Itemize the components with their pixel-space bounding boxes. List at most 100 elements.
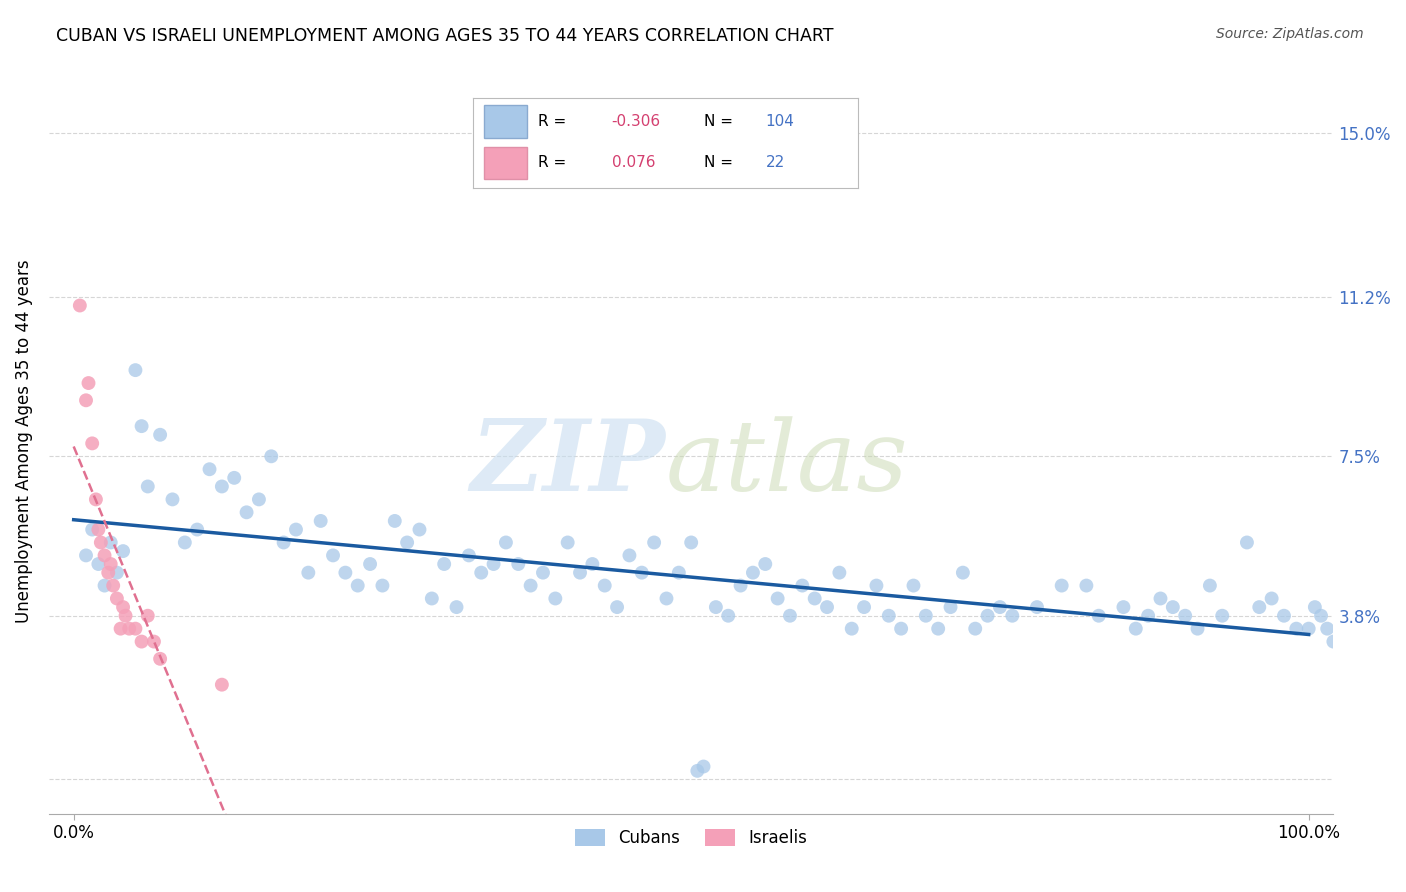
Point xyxy=(69,298,91,312)
Point xyxy=(247,492,270,507)
Point xyxy=(841,622,863,636)
Point xyxy=(692,759,714,773)
Point xyxy=(1310,608,1333,623)
Point xyxy=(1260,591,1282,606)
Point xyxy=(346,578,368,592)
Point xyxy=(519,578,541,592)
Point xyxy=(322,549,344,563)
Point xyxy=(1026,600,1049,615)
Point xyxy=(371,578,394,592)
Point xyxy=(927,622,949,636)
Point xyxy=(1322,634,1344,648)
Point xyxy=(100,535,122,549)
Point xyxy=(149,427,172,442)
Point xyxy=(97,566,120,580)
Point xyxy=(93,578,115,592)
Point xyxy=(1112,600,1135,615)
Text: ZIP: ZIP xyxy=(471,416,665,512)
Point xyxy=(103,578,125,592)
Point xyxy=(211,479,233,493)
Legend: Cubans, Israelis: Cubans, Israelis xyxy=(568,822,814,854)
Point xyxy=(482,557,505,571)
Point xyxy=(162,492,184,507)
Point xyxy=(112,600,135,615)
Point xyxy=(149,652,172,666)
Point xyxy=(75,549,97,563)
Point xyxy=(865,578,887,592)
Point xyxy=(198,462,221,476)
Point xyxy=(890,622,912,636)
Point xyxy=(976,608,998,623)
Point xyxy=(75,393,97,408)
Point xyxy=(1303,600,1326,615)
Point xyxy=(792,578,814,592)
Point xyxy=(273,535,295,549)
Point xyxy=(742,566,765,580)
Point xyxy=(1211,608,1233,623)
Y-axis label: Unemployment Among Ages 35 to 44 years: Unemployment Among Ages 35 to 44 years xyxy=(15,260,32,623)
Point xyxy=(173,535,195,549)
Point xyxy=(581,557,603,571)
Point xyxy=(93,549,115,563)
Point xyxy=(1199,578,1222,592)
Point xyxy=(87,557,110,571)
Point xyxy=(457,549,479,563)
Point xyxy=(335,566,357,580)
Point xyxy=(396,535,419,549)
Point xyxy=(1249,600,1271,615)
Point xyxy=(686,764,709,778)
Point xyxy=(903,578,925,592)
Point xyxy=(90,535,112,549)
Point xyxy=(408,523,430,537)
Point xyxy=(643,535,665,549)
Point xyxy=(877,608,900,623)
Point xyxy=(681,535,703,549)
Point xyxy=(1316,622,1339,636)
Point xyxy=(766,591,789,606)
Point xyxy=(815,600,838,615)
Point xyxy=(297,566,319,580)
Point xyxy=(1001,608,1024,623)
Point xyxy=(235,505,257,519)
Point xyxy=(118,622,141,636)
Point xyxy=(82,523,104,537)
Point xyxy=(655,591,678,606)
Point xyxy=(124,363,146,377)
Text: CUBAN VS ISRAELI UNEMPLOYMENT AMONG AGES 35 TO 44 YEARS CORRELATION CHART: CUBAN VS ISRAELI UNEMPLOYMENT AMONG AGES… xyxy=(56,27,834,45)
Point xyxy=(1161,600,1184,615)
Point xyxy=(470,566,492,580)
Point xyxy=(1050,578,1073,592)
Point xyxy=(853,600,876,615)
Point xyxy=(186,523,208,537)
Point xyxy=(704,600,727,615)
Point xyxy=(211,678,233,692)
Point xyxy=(668,566,690,580)
Point xyxy=(828,566,851,580)
Point xyxy=(717,608,740,623)
Point xyxy=(754,557,776,571)
Point xyxy=(1236,535,1258,549)
Text: Source: ZipAtlas.com: Source: ZipAtlas.com xyxy=(1216,27,1364,41)
Point xyxy=(131,634,153,648)
Point xyxy=(105,566,128,580)
Point xyxy=(495,535,517,549)
Point xyxy=(77,376,100,390)
Point xyxy=(124,622,146,636)
Point xyxy=(939,600,962,615)
Point xyxy=(557,535,579,549)
Point xyxy=(131,419,153,434)
Point xyxy=(433,557,456,571)
Point xyxy=(569,566,592,580)
Point xyxy=(914,608,936,623)
Point xyxy=(110,622,132,636)
Point xyxy=(260,450,283,464)
Point xyxy=(1298,622,1320,636)
Point xyxy=(1137,608,1160,623)
Point xyxy=(100,557,122,571)
Point xyxy=(136,479,159,493)
Point xyxy=(1187,622,1209,636)
Point xyxy=(544,591,567,606)
Point xyxy=(112,544,135,558)
Text: atlas: atlas xyxy=(665,416,908,511)
Point xyxy=(84,492,107,507)
